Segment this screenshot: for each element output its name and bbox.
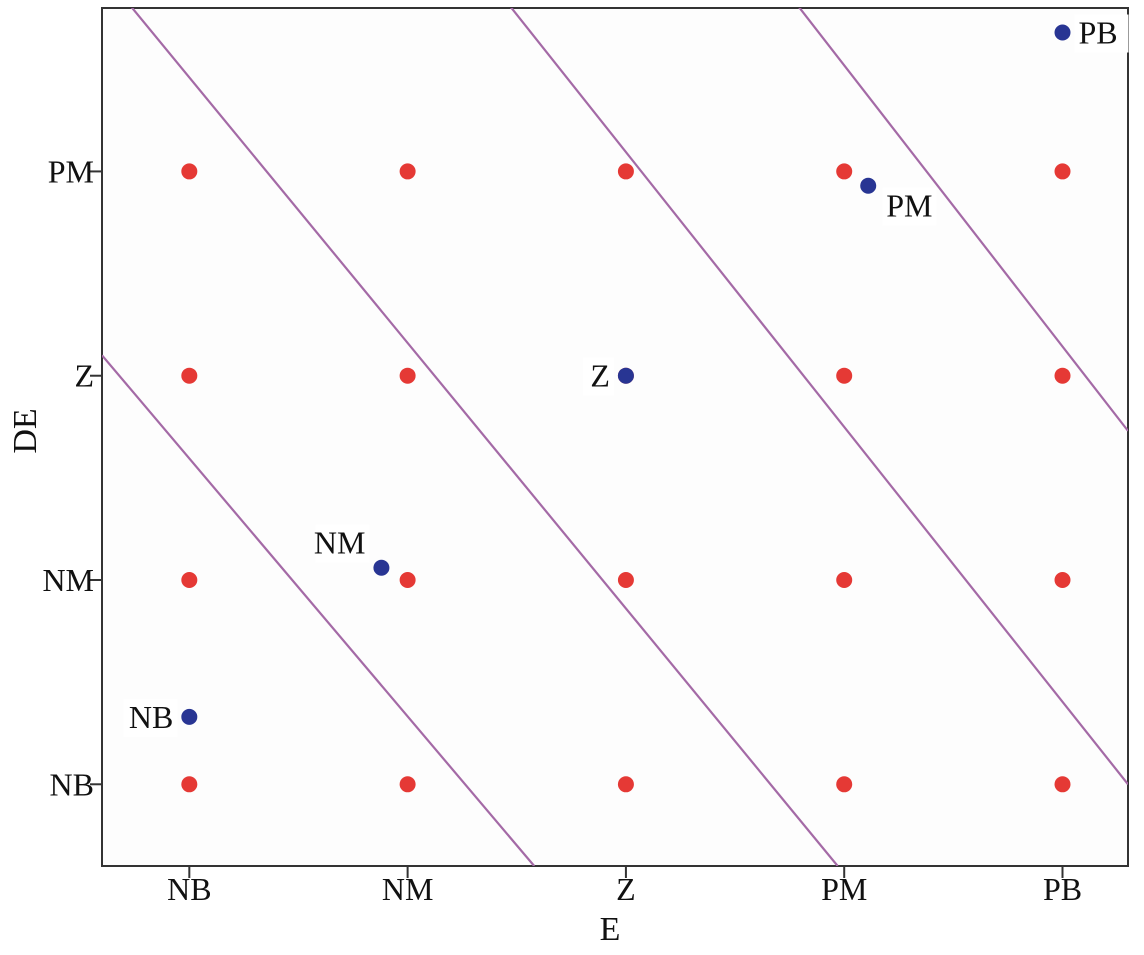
point-label-bg-nb bbox=[123, 698, 178, 737]
grid-point-1 bbox=[399, 776, 416, 793]
grid-point-3 bbox=[836, 776, 853, 793]
axis-ticks: NBNMZPMPBNBNMZPMPB bbox=[42, 153, 1082, 907]
boundary-line-1 bbox=[102, 354, 536, 866]
y-tick-label-z: Z bbox=[74, 358, 94, 394]
point-label-nm: NM bbox=[314, 525, 366, 561]
y-axis-label: DE bbox=[7, 408, 44, 453]
boundary-line-3 bbox=[510, 8, 1128, 785]
x-tick-label-nm: NM bbox=[382, 871, 434, 907]
marked-point-pb bbox=[1054, 24, 1071, 41]
grid-point-17 bbox=[617, 163, 634, 180]
marked-point-nm bbox=[373, 559, 390, 576]
x-tick-label-pb: PB bbox=[1043, 871, 1082, 907]
grid-point-8 bbox=[836, 572, 853, 588]
point-label-z: Z bbox=[590, 358, 610, 394]
marked-point-nb bbox=[181, 708, 198, 725]
grid-point-4 bbox=[1054, 776, 1071, 793]
point-label-bg-pb bbox=[1074, 14, 1129, 53]
data-points bbox=[181, 24, 1071, 793]
grid-point-11 bbox=[399, 367, 416, 384]
y-tick-label-nb: NB bbox=[50, 766, 94, 802]
x-tick-label-pm: PM bbox=[821, 871, 867, 907]
grid-point-7 bbox=[617, 572, 634, 588]
grid-point-5 bbox=[181, 572, 198, 588]
point-label-bg-z bbox=[582, 357, 614, 396]
grid-point-2 bbox=[617, 776, 634, 793]
point-label-bg-nm bbox=[315, 524, 370, 563]
marked-point-z bbox=[617, 367, 634, 384]
y-tick-label-pm: PM bbox=[48, 153, 94, 189]
boundary-line-2 bbox=[130, 8, 839, 866]
x-axis-label: E bbox=[600, 911, 621, 948]
grid-point-13 bbox=[836, 367, 853, 384]
plot-area bbox=[101, 7, 1129, 867]
x-tick-label-nb: NB bbox=[167, 871, 211, 907]
grid-point-10 bbox=[181, 367, 198, 384]
x-tick-label-z: Z bbox=[616, 871, 636, 907]
point-labels: NB NM Z PM PB bbox=[123, 14, 1129, 737]
point-label-nb: NB bbox=[129, 699, 173, 735]
point-label-pm: PM bbox=[886, 188, 932, 224]
grid-point-0 bbox=[181, 776, 198, 793]
grid-point-19 bbox=[1054, 163, 1071, 180]
grid-point-18 bbox=[836, 163, 853, 180]
point-label-bg-pm bbox=[882, 187, 937, 226]
boundary-lines bbox=[102, 8, 1128, 866]
y-tick-label-nm: NM bbox=[42, 562, 94, 598]
grid-point-16 bbox=[399, 163, 416, 180]
point-label-pb: PB bbox=[1079, 15, 1118, 51]
marked-point-pm bbox=[860, 177, 877, 194]
grid-point-15 bbox=[181, 163, 198, 180]
boundary-line-4 bbox=[798, 8, 1128, 432]
grid-point-14 bbox=[1054, 367, 1071, 384]
grid-point-6 bbox=[399, 572, 416, 588]
grid-point-9 bbox=[1054, 572, 1071, 588]
